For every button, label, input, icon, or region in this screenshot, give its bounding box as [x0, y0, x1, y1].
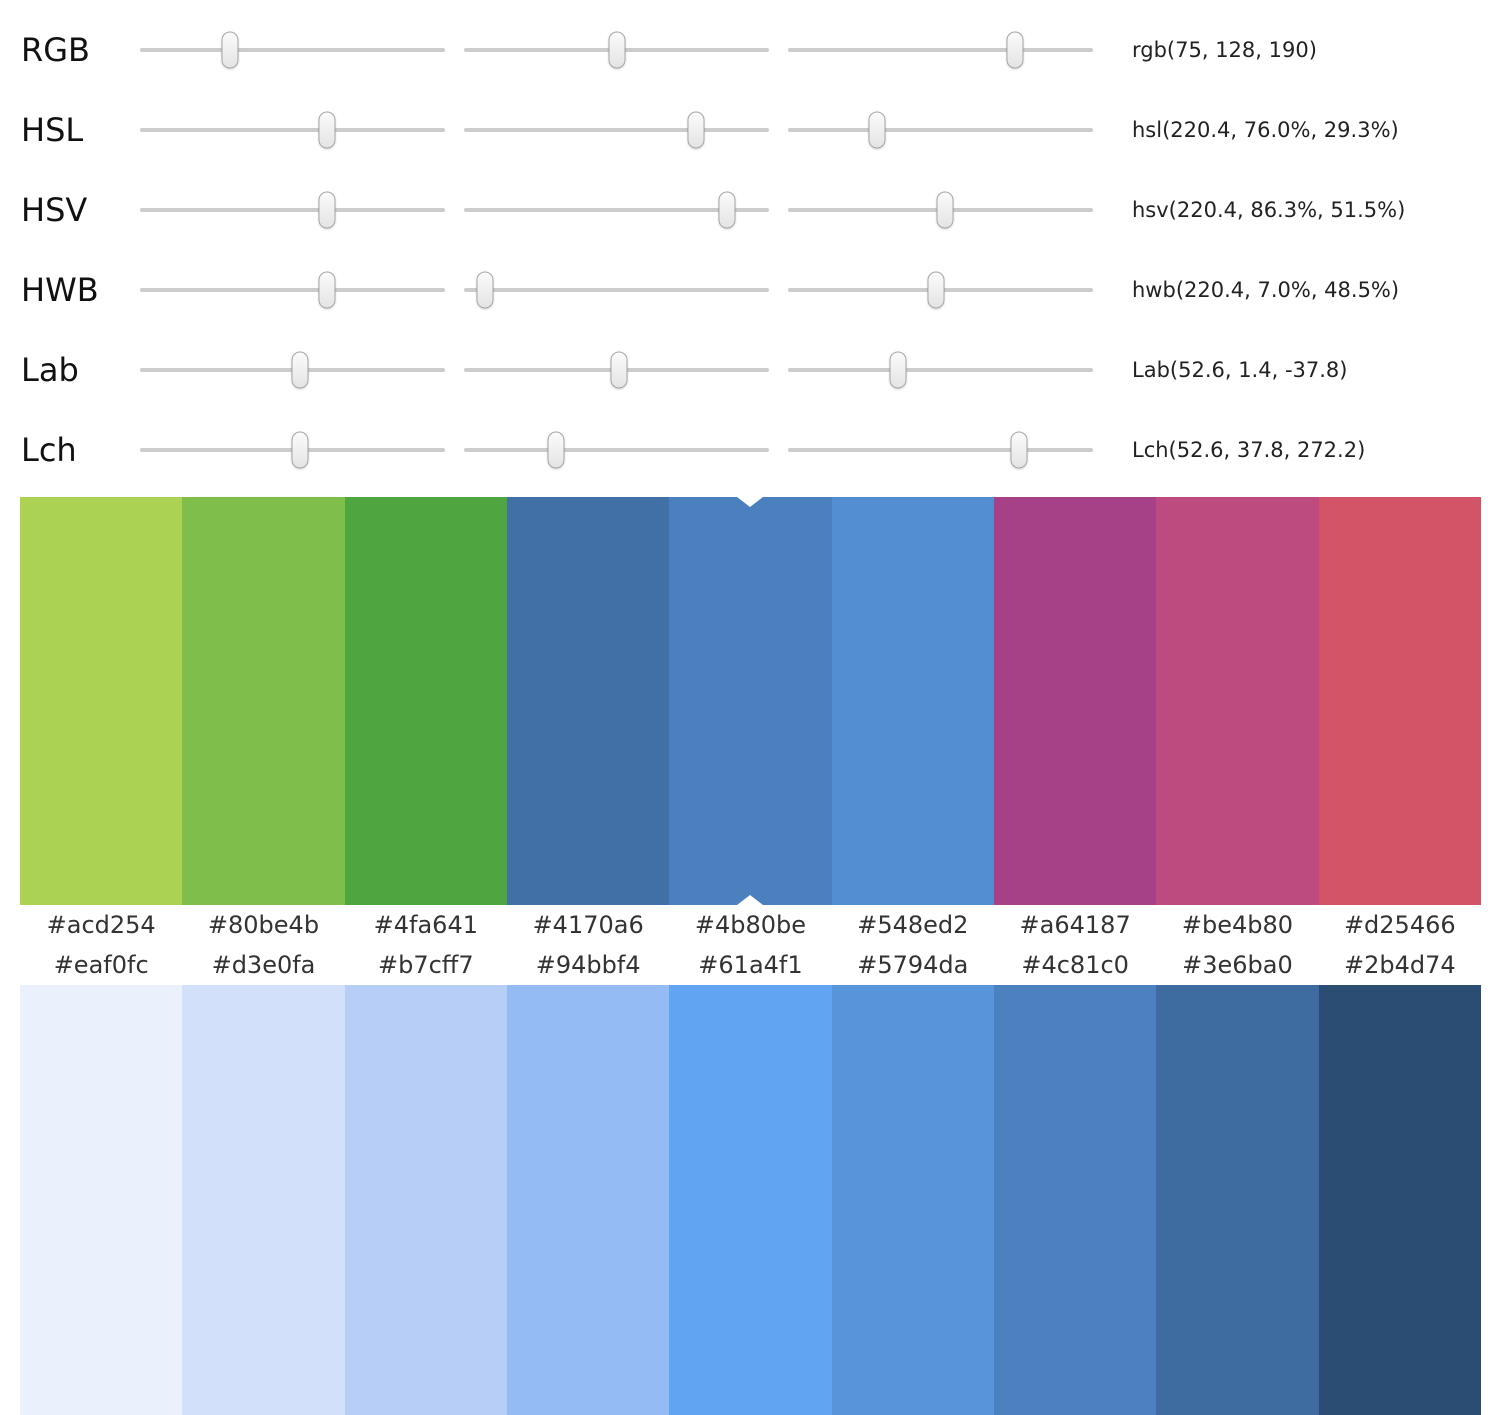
scale-palette-hex-row: #eaf0fc #d3e0fa #b7cff7 #94bbf4 #61a4f1 #5794… [20, 945, 1481, 985]
swatch-80be4b[interactable] [182, 497, 345, 905]
hwb-slider-track-1[interactable] [140, 271, 445, 309]
swatch-d3e0fa[interactable] [182, 985, 345, 1415]
swatch-eaf0fc[interactable] [20, 985, 183, 1415]
hsv-slider-track-3[interactable] [788, 191, 1093, 229]
lab-slider-track-2[interactable] [464, 351, 769, 389]
scale-hex-label-2b4d74: #2b4d74 [1343, 951, 1456, 979]
lch-slider-track-2[interactable] [464, 431, 769, 469]
scale-palette [20, 985, 1481, 1415]
hue-palette [20, 497, 1481, 905]
lch-slider-thumb-2[interactable] [547, 431, 565, 469]
lch-slider-track-1[interactable] [140, 431, 445, 469]
slider-row-lch: Lch Lch(52.6, 37.8, 272.2) [0, 410, 1501, 490]
rgb-slider-track-1[interactable] [140, 31, 445, 69]
hsv-slider-track-2[interactable] [464, 191, 769, 229]
hsl-slider-track-1[interactable] [140, 111, 445, 149]
swatch-548ed2[interactable] [831, 497, 994, 905]
hue-hex-label-d25466: #d25466 [1343, 911, 1456, 939]
lab-slider-thumb-2[interactable] [610, 351, 628, 389]
slider-row-hwb: HWB hwb(220.4, 7.0%, 48.5%) [0, 250, 1501, 330]
hsv-slider-thumb-1[interactable] [318, 191, 336, 229]
hwb-slider-thumb-1[interactable] [318, 271, 336, 309]
hsl-slider-thumb-1[interactable] [318, 111, 336, 149]
slider-row-rgb: RGB rgb(75, 128, 190) [0, 10, 1501, 90]
hsl-slider-thumb-2[interactable] [687, 111, 705, 149]
color-value-lch: Lch(52.6, 37.8, 272.2) [1132, 438, 1366, 462]
swatch-5794da[interactable] [831, 985, 994, 1415]
scale-hex-label-94bbf4: #94bbf4 [535, 951, 641, 979]
swatch-4fa641[interactable] [344, 497, 507, 905]
lab-slider-thumb-3[interactable] [889, 351, 907, 389]
hsv-slider-thumb-3[interactable] [936, 191, 954, 229]
colorspace-label-hwb: HWB [21, 271, 99, 309]
hue-hex-label-548ed2: #548ed2 [857, 911, 969, 939]
color-value-rgb: rgb(75, 128, 190) [1132, 38, 1317, 62]
color-value-hwb: hwb(220.4, 7.0%, 48.5%) [1132, 278, 1400, 302]
lch-slider-thumb-3[interactable] [1010, 431, 1028, 469]
lab-slider-track-1[interactable] [140, 351, 445, 389]
rgb-slider-track-3[interactable] [788, 31, 1093, 69]
scale-hex-label-3e6ba0: #3e6ba0 [1182, 951, 1293, 979]
scale-hex-label-4c81c0: #4c81c0 [1021, 951, 1129, 979]
swatch-2b4d74[interactable] [1318, 985, 1481, 1415]
lab-slider-thumb-1[interactable] [291, 351, 309, 389]
scale-hex-label-eaf0fc: #eaf0fc [53, 951, 149, 979]
scale-hex-label-61a4f1: #61a4f1 [698, 951, 803, 979]
hue-hex-label-acd254: #acd254 [46, 911, 156, 939]
rgb-slider-thumb-3[interactable] [1006, 31, 1024, 69]
swatch-4170a6[interactable] [506, 497, 670, 905]
lch-slider-track-3[interactable] [788, 431, 1093, 469]
lab-slider-track-3[interactable] [788, 351, 1093, 389]
hwb-slider-thumb-3[interactable] [927, 271, 945, 309]
swatch-4b80be[interactable] [669, 497, 832, 905]
hue-hex-label-4b80be: #4b80be [694, 911, 807, 939]
swatch-4c81c0[interactable] [993, 985, 1157, 1415]
hue-hex-label-80be4b: #80be4b [207, 911, 320, 939]
hwb-slider-track-2[interactable] [464, 271, 769, 309]
hwb-slider-track-3[interactable] [788, 271, 1093, 309]
slider-row-lab: Lab Lab(52.6, 1.4, -37.8) [0, 330, 1501, 410]
colorspace-label-lab: Lab [21, 351, 79, 389]
rgb-slider-thumb-1[interactable] [221, 31, 239, 69]
swatch-be4b80[interactable] [1156, 497, 1319, 905]
hsl-slider-track-3[interactable] [788, 111, 1093, 149]
colorspace-label-rgb: RGB [21, 31, 90, 69]
swatch-94bbf4[interactable] [506, 985, 670, 1415]
scale-hex-label-b7cff7: #b7cff7 [378, 951, 474, 979]
rgb-slider-thumb-2[interactable] [608, 31, 626, 69]
hsv-slider-thumb-2[interactable] [718, 191, 736, 229]
swatch-3e6ba0[interactable] [1156, 985, 1319, 1415]
slider-row-hsl: HSL hsl(220.4, 76.0%, 29.3%) [0, 90, 1501, 170]
color-value-hsv: hsv(220.4, 86.3%, 51.5%) [1132, 198, 1406, 222]
rgb-slider-track-2[interactable] [464, 31, 769, 69]
color-value-hsl: hsl(220.4, 76.0%, 29.3%) [1132, 118, 1399, 142]
swatch-acd254[interactable] [20, 497, 183, 905]
hue-hex-label-be4b80: #be4b80 [1181, 911, 1294, 939]
sliders-panel: RGB rgb(75, 128, 190) HSL hsl(220.4, 76.0%,… [0, 0, 1501, 490]
hsv-slider-track-1[interactable] [140, 191, 445, 229]
colorspace-label-lch: Lch [21, 431, 77, 469]
colorspace-label-hsv: HSV [21, 191, 88, 229]
swatch-b7cff7[interactable] [344, 985, 507, 1415]
hwb-slider-thumb-2[interactable] [476, 271, 494, 309]
hue-hex-label-a64187: #a64187 [1019, 911, 1131, 939]
lch-slider-thumb-1[interactable] [291, 431, 309, 469]
scale-hex-label-d3e0fa: #d3e0fa [211, 951, 316, 979]
slider-row-hsv: HSV hsv(220.4, 86.3%, 51.5%) [0, 170, 1501, 250]
hsl-slider-track-2[interactable] [464, 111, 769, 149]
swatch-a64187[interactable] [993, 497, 1157, 905]
hue-palette-hex-row: #acd254 #80be4b #4fa641 #4170a6 #4b80be #548e… [20, 905, 1481, 945]
hsl-slider-thumb-3[interactable] [868, 111, 886, 149]
hue-hex-label-4170a6: #4170a6 [532, 911, 644, 939]
swatch-d25466[interactable] [1318, 497, 1481, 905]
colorspace-label-hsl: HSL [21, 111, 84, 149]
color-value-lab: Lab(52.6, 1.4, -37.8) [1132, 358, 1348, 382]
swatch-61a4f1[interactable] [669, 985, 832, 1415]
hue-hex-label-4fa641: #4fa641 [373, 911, 478, 939]
scale-hex-label-5794da: #5794da [857, 951, 969, 979]
